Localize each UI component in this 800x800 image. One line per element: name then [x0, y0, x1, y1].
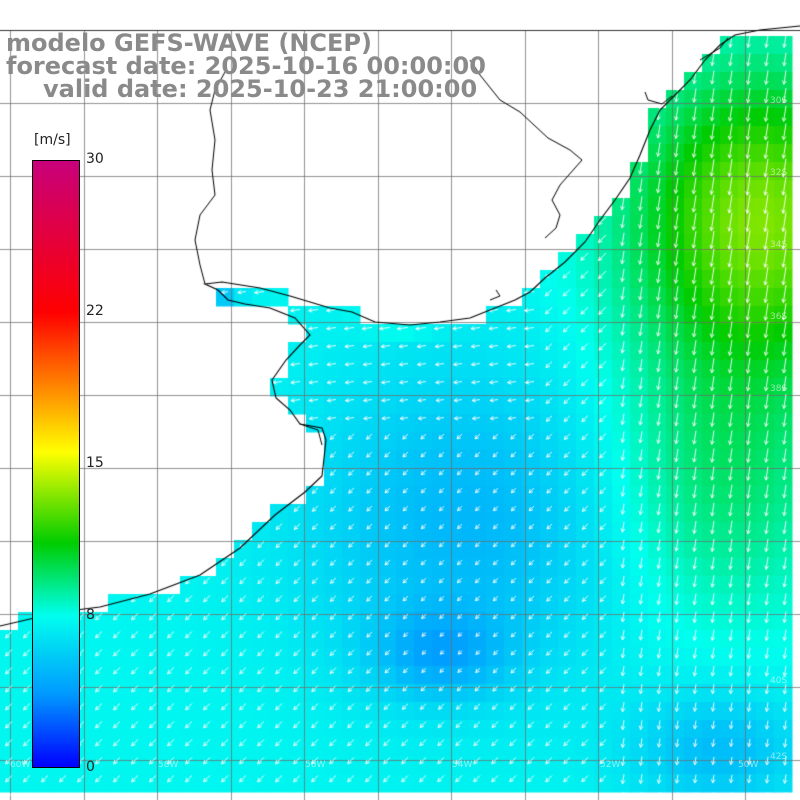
- colorbar-tick-30: 30: [86, 151, 104, 167]
- colorbar-unit: [m/s]: [34, 132, 71, 148]
- lat-label: 30S: [770, 96, 788, 106]
- lat-label: 32S: [770, 168, 788, 178]
- lon-label: 54W: [452, 760, 473, 770]
- lon-label: 50W: [738, 760, 759, 770]
- colorbar-tick-15: 15: [86, 455, 104, 471]
- lon-label: 60W: [10, 760, 31, 770]
- lat-label: 38S: [770, 384, 788, 394]
- colorbar: [32, 160, 80, 768]
- colorbar-tick-8: 8: [86, 607, 95, 623]
- colorbar-tick-0: 0: [86, 759, 95, 775]
- lon-label: 56W: [305, 760, 326, 770]
- lon-label: 58W: [158, 760, 179, 770]
- valid-date: valid date: 2025-10-23 21:00:00: [43, 75, 478, 103]
- forecast-date: forecast date: 2025-10-16 00:00:00: [6, 52, 486, 80]
- lat-label: 42S: [770, 752, 788, 762]
- colorbar-tick-22: 22: [86, 303, 104, 319]
- lat-label: 40S: [770, 676, 788, 686]
- model-title: modelo GEFS-WAVE (NCEP): [6, 29, 372, 57]
- lon-label: 52W: [600, 760, 621, 770]
- lat-label: 36S: [770, 312, 788, 322]
- lat-label: 34S: [770, 240, 788, 250]
